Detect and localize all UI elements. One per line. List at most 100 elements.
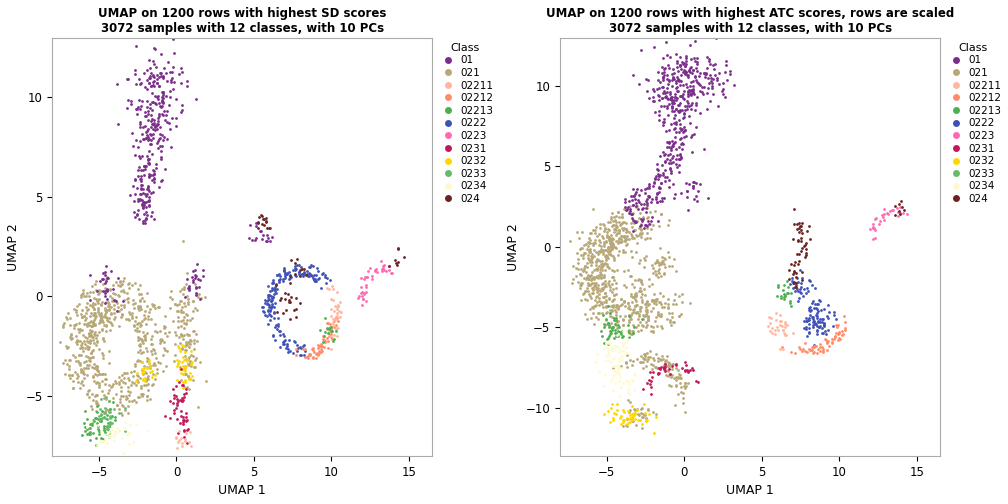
- Point: [664, 107, 680, 115]
- Point: [71, 351, 87, 359]
- Point: [145, 380, 161, 388]
- Point: [90, 299, 106, 307]
- Point: [629, 301, 645, 309]
- Point: [624, 327, 640, 335]
- Point: [602, 250, 618, 258]
- Point: [161, 93, 177, 101]
- Point: [664, 262, 680, 270]
- Point: [777, 321, 793, 329]
- Point: [389, 261, 405, 269]
- Point: [131, 163, 147, 171]
- Point: [139, 66, 155, 74]
- Point: [130, 377, 146, 386]
- Point: [99, 262, 115, 270]
- Point: [802, 277, 818, 285]
- Point: [122, 191, 138, 199]
- Point: [275, 264, 291, 272]
- Point: [627, 217, 643, 225]
- Point: [709, 74, 725, 82]
- Point: [145, 125, 161, 134]
- Point: [111, 426, 127, 434]
- Point: [608, 303, 624, 311]
- Point: [100, 299, 116, 307]
- Point: [263, 303, 279, 311]
- Point: [607, 342, 623, 350]
- Point: [83, 357, 99, 365]
- Point: [65, 351, 81, 359]
- Point: [81, 424, 97, 432]
- Point: [656, 303, 672, 311]
- Point: [620, 299, 636, 307]
- Point: [650, 184, 666, 192]
- Point: [140, 375, 156, 383]
- Point: [91, 286, 107, 294]
- Point: [59, 344, 76, 352]
- Point: [798, 245, 814, 253]
- Point: [644, 280, 660, 288]
- Point: [649, 364, 665, 372]
- Point: [614, 231, 630, 239]
- Point: [172, 331, 188, 339]
- Point: [677, 68, 694, 76]
- Point: [602, 309, 618, 317]
- Point: [314, 270, 331, 278]
- Point: [576, 254, 592, 262]
- Point: [119, 289, 135, 297]
- Point: [831, 321, 847, 329]
- Point: [899, 210, 915, 218]
- Point: [148, 71, 164, 79]
- Point: [83, 328, 99, 336]
- Point: [603, 251, 619, 259]
- Point: [648, 259, 664, 267]
- Point: [359, 273, 375, 281]
- Point: [630, 196, 646, 204]
- Point: [603, 404, 619, 412]
- Point: [169, 362, 185, 370]
- Point: [599, 228, 615, 236]
- Point: [590, 281, 606, 289]
- Point: [692, 87, 709, 95]
- Point: [142, 190, 158, 198]
- Point: [792, 222, 808, 230]
- Point: [630, 316, 646, 324]
- Point: [98, 321, 114, 329]
- Point: [801, 276, 817, 284]
- Point: [666, 96, 682, 104]
- Point: [638, 300, 654, 308]
- Point: [615, 321, 631, 329]
- Point: [645, 221, 661, 229]
- Point: [657, 255, 673, 263]
- Point: [169, 307, 185, 316]
- Point: [302, 261, 319, 269]
- Point: [608, 290, 624, 298]
- Point: [663, 82, 679, 90]
- Point: [310, 344, 327, 352]
- Point: [645, 328, 661, 336]
- Point: [268, 325, 284, 333]
- Point: [101, 397, 117, 405]
- Point: [94, 316, 110, 324]
- Point: [638, 204, 654, 212]
- Point: [98, 313, 114, 322]
- Point: [647, 317, 663, 325]
- Point: [662, 90, 678, 98]
- Point: [671, 136, 687, 144]
- Point: [129, 184, 145, 192]
- Point: [281, 316, 297, 324]
- Point: [52, 338, 69, 346]
- Point: [656, 254, 672, 262]
- Point: [88, 392, 104, 400]
- Point: [125, 300, 141, 308]
- Point: [590, 315, 606, 323]
- Point: [633, 186, 649, 195]
- Point: [384, 269, 400, 277]
- Point: [679, 187, 696, 196]
- Point: [141, 147, 157, 155]
- Point: [89, 441, 105, 449]
- Point: [700, 194, 716, 202]
- Point: [701, 79, 717, 87]
- Point: [137, 219, 153, 227]
- Point: [164, 385, 180, 393]
- Point: [93, 316, 109, 324]
- Point: [606, 221, 622, 229]
